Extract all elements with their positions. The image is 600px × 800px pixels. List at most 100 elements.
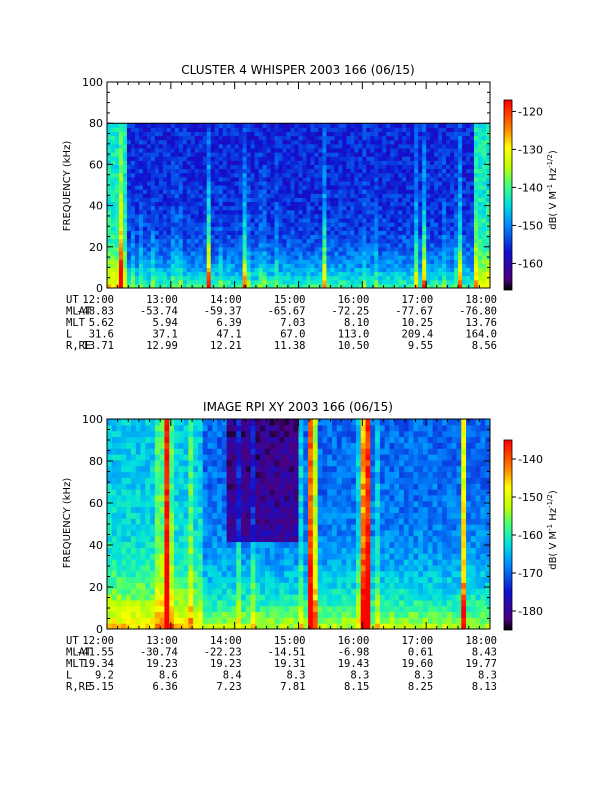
heatmap-cell: [290, 259, 296, 264]
heatmap-cell: [282, 201, 288, 207]
heatmap-cell: [342, 139, 347, 145]
heatmap-cell: [214, 205, 220, 211]
heatmap-cell: [278, 131, 284, 137]
heatmap-cell: [154, 506, 161, 513]
heatmap-cell: [278, 156, 284, 161]
heatmap-cell: [298, 180, 304, 186]
heatmap-cell: [234, 127, 240, 133]
heatmap-cell: [266, 250, 272, 256]
heatmap-cell: [138, 271, 144, 277]
heatmap-cell: [374, 143, 379, 149]
heatmap-cell: [446, 209, 451, 215]
heatmap-cell: [290, 143, 296, 149]
heatmap-cell: [174, 189, 180, 194]
heatmap-cell: [254, 193, 260, 198]
heatmap-cell: [159, 611, 166, 618]
heatmap-cell: [116, 599, 122, 607]
heatmap-cell: [294, 123, 300, 128]
heatmap-cell: [210, 234, 216, 240]
heatmap-cell: [178, 559, 185, 566]
heatmap-cell: [188, 529, 194, 537]
heatmap-cell: [221, 436, 228, 443]
heatmap-cell: [246, 259, 252, 264]
heatmap-cell: [142, 197, 148, 203]
heatmap-cell: [306, 168, 312, 174]
heatmap-cell: [198, 267, 204, 273]
heatmap-cell: [193, 512, 199, 519]
heatmap-cell: [231, 436, 237, 443]
heatmap-cell: [286, 209, 292, 215]
heatmap-cell: [178, 180, 184, 186]
heatmap-cell: [162, 275, 168, 281]
heatmap-cell: [214, 250, 220, 256]
heatmap-cell: [466, 201, 471, 207]
heatmap-cell: [274, 180, 280, 186]
heatmap-cell: [354, 222, 359, 227]
heatmap-cell: [218, 127, 224, 133]
heatmap-cell: [358, 226, 363, 231]
heatmap-cell: [346, 131, 351, 137]
heatmap-cell: [222, 176, 228, 182]
heatmap-cell: [334, 267, 339, 273]
heatmap-cell: [150, 430, 156, 438]
heatmap-cell: [214, 222, 220, 227]
heatmap-cell: [286, 242, 292, 248]
heatmap-cell: [374, 197, 379, 203]
heatmap-cell: [266, 135, 272, 141]
heatmap-cell: [206, 263, 212, 268]
heatmap-cell: [474, 160, 479, 165]
heatmap-cell: [218, 238, 224, 244]
heatmap-cell: [210, 123, 216, 128]
heatmap-cell: [262, 189, 268, 194]
heatmap-cell: [174, 193, 180, 198]
heatmap-cell: [410, 213, 415, 219]
heatmap-cell: [226, 168, 232, 174]
heatmap-cell: [135, 506, 142, 513]
heatmap-cell: [314, 160, 320, 165]
heatmap-cell: [226, 564, 233, 572]
heatmap-cell: [302, 127, 308, 133]
heatmap-cell: [154, 605, 161, 613]
heatmap-cell: [154, 259, 160, 264]
heatmap-cell: [282, 160, 288, 165]
heatmap-cell: [274, 246, 280, 252]
heatmap-cell: [159, 512, 166, 519]
heatmap-cell: [446, 205, 451, 211]
heatmap-cell: [150, 617, 156, 624]
heatmap-cell: [398, 172, 403, 178]
heatmap-cell: [186, 246, 192, 252]
heatmap-cell: [258, 279, 264, 285]
heatmap-cell: [478, 147, 483, 153]
heatmap-cell: [142, 143, 148, 149]
heatmap-cell: [414, 226, 419, 231]
ephemeris-value: -53.74: [140, 306, 178, 318]
heatmap-cell: [114, 152, 120, 157]
heatmap-cell: [374, 193, 379, 198]
heatmap-cell: [140, 465, 146, 473]
heatmap-cell: [212, 419, 218, 426]
heatmap-cell: [486, 209, 490, 215]
heatmap-cell: [214, 156, 220, 161]
heatmap-cell: [188, 506, 194, 513]
heatmap-cell: [486, 271, 490, 277]
heatmap-cell: [406, 193, 411, 198]
heatmap-cell: [386, 152, 391, 157]
heatmap-cell: [246, 168, 252, 174]
heatmap-cell: [350, 205, 355, 211]
heatmap-cell: [450, 222, 455, 227]
heatmap-cell: [254, 275, 260, 281]
heatmap-cell: [422, 283, 427, 288]
heatmap-cell: [258, 217, 264, 223]
heatmap-cell: [414, 283, 419, 288]
heatmap-cell: [154, 424, 161, 432]
heatmap-cell: [118, 127, 124, 133]
heatmap-cell: [298, 139, 304, 145]
heatmap-cell: [402, 168, 407, 174]
heatmap-cell: [294, 189, 300, 194]
heatmap-cell: [266, 217, 272, 223]
heatmap-cell: [262, 147, 268, 153]
heatmap-cell: [170, 209, 176, 215]
heatmap-cell: [218, 279, 224, 285]
heatmap-cell: [374, 213, 379, 219]
ephemeris-value: 10.25: [402, 317, 434, 329]
